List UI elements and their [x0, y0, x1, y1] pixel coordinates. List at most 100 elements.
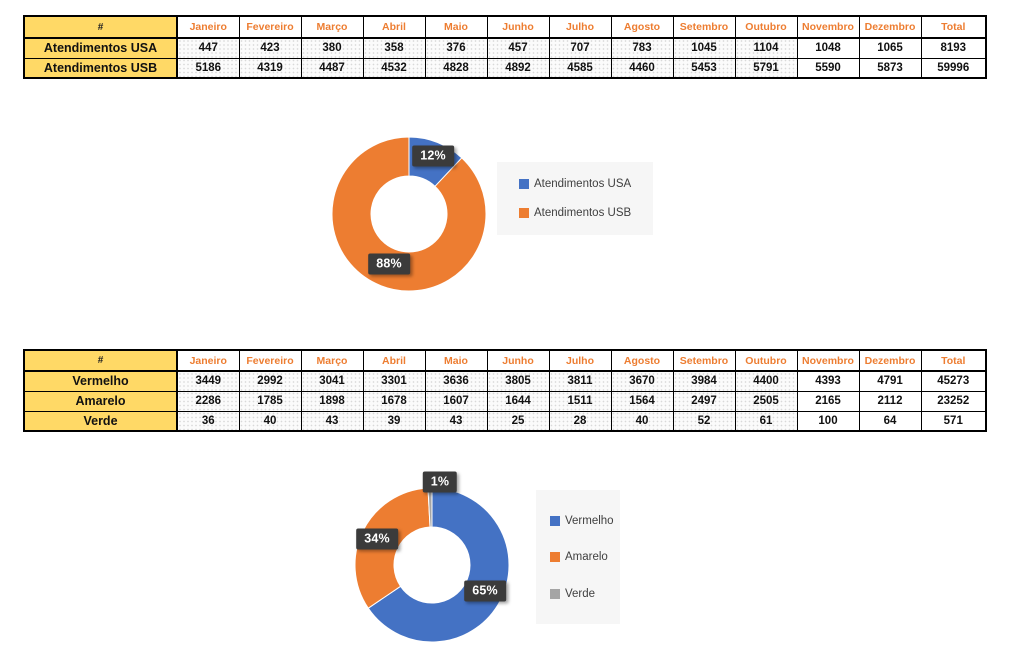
- value-cell[interactable]: 571: [920, 410, 987, 432]
- value-cell[interactable]: 100: [796, 410, 860, 432]
- value-cell[interactable]: 43: [300, 410, 364, 432]
- value-cell[interactable]: 59996: [920, 57, 987, 79]
- value-cell[interactable]: 358: [362, 37, 426, 59]
- value-cell[interactable]: 4487: [300, 57, 364, 79]
- legend-item-atendimentos-usa[interactable]: Atendimentos USA: [519, 178, 653, 190]
- corner-header-cell[interactable]: #: [23, 349, 178, 372]
- column-header-outubro[interactable]: Outubro: [734, 349, 798, 372]
- value-cell[interactable]: 783: [610, 37, 674, 59]
- column-header-julho[interactable]: Julho: [548, 349, 612, 372]
- row-label-cell[interactable]: Amarelo: [23, 390, 178, 412]
- legend-item-vermelho[interactable]: Vermelho: [550, 515, 620, 527]
- column-header-junho[interactable]: Junho: [486, 349, 550, 372]
- column-header-fevereiro[interactable]: Fevereiro: [238, 15, 302, 39]
- value-cell[interactable]: 2497: [672, 390, 736, 412]
- column-header-janeiro[interactable]: Janeiro: [176, 15, 240, 39]
- column-header-novembro[interactable]: Novembro: [796, 15, 860, 39]
- column-header-julho[interactable]: Julho: [548, 15, 612, 39]
- column-header-setembro[interactable]: Setembro: [672, 15, 736, 39]
- column-header-maio[interactable]: Maio: [424, 15, 488, 39]
- value-cell[interactable]: 5873: [858, 57, 922, 79]
- value-cell[interactable]: 3811: [548, 370, 612, 392]
- corner-header-cell[interactable]: #: [23, 15, 178, 39]
- value-cell[interactable]: 4400: [734, 370, 798, 392]
- column-header-janeiro[interactable]: Janeiro: [176, 349, 240, 372]
- row-label-cell[interactable]: Vermelho: [23, 370, 178, 392]
- value-cell[interactable]: 4460: [610, 57, 674, 79]
- value-cell[interactable]: 5791: [734, 57, 798, 79]
- data-label-usb-pct[interactable]: 88%: [368, 253, 410, 275]
- value-cell[interactable]: 1644: [486, 390, 550, 412]
- value-cell[interactable]: 40: [238, 410, 302, 432]
- data-label-usa-pct[interactable]: 12%: [412, 145, 454, 167]
- value-cell[interactable]: 1564: [610, 390, 674, 412]
- value-cell[interactable]: 52: [672, 410, 736, 432]
- value-cell[interactable]: 39: [362, 410, 426, 432]
- value-cell[interactable]: 707: [548, 37, 612, 59]
- value-cell[interactable]: 5186: [176, 57, 240, 79]
- value-cell[interactable]: 2992: [238, 370, 302, 392]
- value-cell[interactable]: 1104: [734, 37, 798, 59]
- value-cell[interactable]: 3636: [424, 370, 488, 392]
- value-cell[interactable]: 25: [486, 410, 550, 432]
- value-cell[interactable]: 3041: [300, 370, 364, 392]
- value-cell[interactable]: 28: [548, 410, 612, 432]
- donut-slice-atendimentos-usb[interactable]: [331, 136, 487, 292]
- value-cell[interactable]: 2112: [858, 390, 922, 412]
- row-label-cell[interactable]: Verde: [23, 410, 178, 432]
- data-label-verde-pct[interactable]: 1%: [422, 471, 458, 493]
- value-cell[interactable]: 2505: [734, 390, 798, 412]
- column-header-agosto[interactable]: Agosto: [610, 15, 674, 39]
- value-cell[interactable]: 3805: [486, 370, 550, 392]
- column-header-março[interactable]: Março: [300, 15, 364, 39]
- value-cell[interactable]: 5453: [672, 57, 736, 79]
- value-cell[interactable]: 423: [238, 37, 302, 59]
- value-cell[interactable]: 1678: [362, 390, 426, 412]
- value-cell[interactable]: 23252: [920, 390, 987, 412]
- value-cell[interactable]: 4319: [238, 57, 302, 79]
- value-cell[interactable]: 4532: [362, 57, 426, 79]
- donut-slice-vermelho[interactable]: [367, 487, 510, 643]
- value-cell[interactable]: 1065: [858, 37, 922, 59]
- column-header-dezembro[interactable]: Dezembro: [858, 349, 922, 372]
- value-cell[interactable]: 1607: [424, 390, 488, 412]
- value-cell[interactable]: 376: [424, 37, 488, 59]
- value-cell[interactable]: 4828: [424, 57, 488, 79]
- value-cell[interactable]: 5590: [796, 57, 860, 79]
- column-header-abril[interactable]: Abril: [362, 349, 426, 372]
- column-header-total[interactable]: Total: [920, 349, 987, 372]
- legend-item-amarelo[interactable]: Amarelo: [550, 551, 620, 563]
- value-cell[interactable]: 4393: [796, 370, 860, 392]
- column-header-maio[interactable]: Maio: [424, 349, 488, 372]
- value-cell[interactable]: 3301: [362, 370, 426, 392]
- column-header-dezembro[interactable]: Dezembro: [858, 15, 922, 39]
- value-cell[interactable]: 61: [734, 410, 798, 432]
- value-cell[interactable]: 43: [424, 410, 488, 432]
- value-cell[interactable]: 36: [176, 410, 240, 432]
- row-label-cell[interactable]: Atendimentos USA: [23, 37, 178, 59]
- value-cell[interactable]: 2165: [796, 390, 860, 412]
- value-cell[interactable]: 45273: [920, 370, 987, 392]
- legend-item-atendimentos-usb[interactable]: Atendimentos USB: [519, 207, 653, 219]
- value-cell[interactable]: 3984: [672, 370, 736, 392]
- column-header-agosto[interactable]: Agosto: [610, 349, 674, 372]
- value-cell[interactable]: 447: [176, 37, 240, 59]
- value-cell[interactable]: 3449: [176, 370, 240, 392]
- value-cell[interactable]: 457: [486, 37, 550, 59]
- row-label-cell[interactable]: Atendimentos USB: [23, 57, 178, 79]
- column-header-total[interactable]: Total: [920, 15, 987, 39]
- value-cell[interactable]: 4892: [486, 57, 550, 79]
- column-header-outubro[interactable]: Outubro: [734, 15, 798, 39]
- value-cell[interactable]: 380: [300, 37, 364, 59]
- value-cell[interactable]: 3670: [610, 370, 674, 392]
- value-cell[interactable]: 4791: [858, 370, 922, 392]
- value-cell[interactable]: 40: [610, 410, 674, 432]
- value-cell[interactable]: 1511: [548, 390, 612, 412]
- value-cell[interactable]: 1045: [672, 37, 736, 59]
- column-header-abril[interactable]: Abril: [362, 15, 426, 39]
- value-cell[interactable]: 1898: [300, 390, 364, 412]
- column-header-novembro[interactable]: Novembro: [796, 349, 860, 372]
- column-header-junho[interactable]: Junho: [486, 15, 550, 39]
- value-cell[interactable]: 64: [858, 410, 922, 432]
- value-cell[interactable]: 1785: [238, 390, 302, 412]
